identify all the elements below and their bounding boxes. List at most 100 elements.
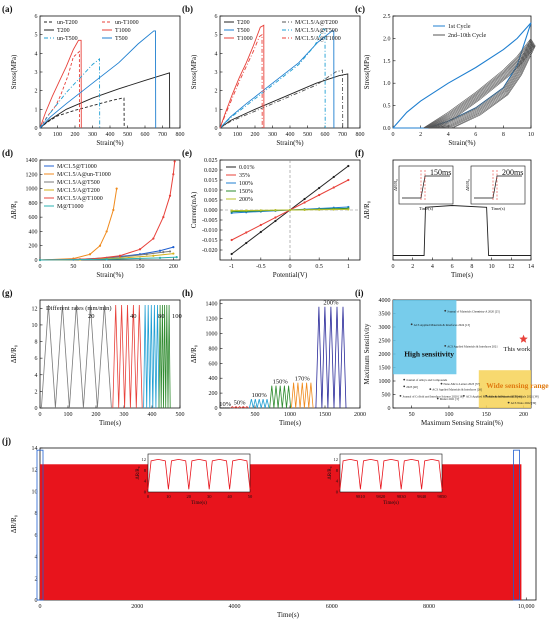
y-tick-label: 2 (35, 389, 38, 395)
series-line (219, 73, 349, 129)
data-point (98, 244, 102, 247)
data-point (274, 216, 277, 219)
data-point (88, 253, 92, 256)
y-tick-label: 3 (215, 70, 218, 76)
inset-y-label: ΔR/R₀ (465, 179, 470, 191)
series-line (39, 72, 171, 129)
cycle-n-line (425, 42, 535, 129)
data-point (158, 256, 162, 259)
y-tick-label: -0.020 (202, 248, 218, 254)
data-point (259, 223, 262, 227)
data-point (172, 246, 175, 249)
x-tick-label: 100 (53, 132, 62, 138)
y-tick-label: 1000 (379, 379, 391, 385)
reference-label: Journal of Materials Chemistry A 2020 [2… (447, 309, 500, 313)
panel-e: -1 -0.5 0 0.5 1 -0.020 -0.015 -0.010 -0.005 0.000… (182, 148, 361, 279)
inset-x-tick-label: 40 (227, 494, 232, 499)
strain-label: 200% (323, 300, 339, 307)
inset-y-tick-label: 4 (336, 479, 339, 484)
y-tick-label: 14 (32, 446, 38, 452)
inset-y-tick-label: 12 (334, 457, 339, 462)
inset-x-label: Time(s) (491, 206, 506, 211)
legend-entry: T200 (237, 20, 250, 26)
y-tick-label: 4 (35, 555, 38, 561)
rate-label: 100 (172, 313, 182, 320)
data-point (332, 175, 335, 179)
y-tick-label: 400 (29, 229, 38, 235)
y-tick-label: 2.0 (383, 36, 391, 42)
data-point (112, 208, 115, 212)
y-tick-label: 2.5 (383, 14, 391, 20)
x-tick-label: 8 (470, 264, 473, 270)
strain-label: 50% (234, 400, 247, 407)
reference-label: Matter 2021 [3] (440, 397, 459, 401)
region-label: Wide sensing range (486, 381, 549, 390)
y-tick-label: 2500 (379, 339, 391, 345)
y-tick-label: 2 (35, 576, 38, 582)
cycle-trace (158, 304, 171, 409)
data-point (115, 187, 118, 190)
reference-point (399, 394, 402, 397)
x-tick-label: 2 (411, 264, 414, 270)
reference-label: Advanced Functional Materials 2021 [38] (488, 394, 538, 398)
y-tick-label: 1 (215, 107, 218, 113)
legend-entry: 150% (239, 189, 253, 195)
series-line (219, 30, 335, 129)
y-axis-label: Stress(MPa) (363, 54, 371, 89)
reference-label: ACS Applied Materials & Interfaces 2023 … (466, 394, 522, 398)
reference-point (410, 323, 413, 326)
x-tick-label: 2000 (354, 412, 366, 418)
inset-y-tick-label: 12 (142, 457, 147, 462)
panel-label: (b) (182, 4, 193, 14)
x-axis-label: Time(s) (451, 271, 474, 279)
y-tick-label: 0 (215, 126, 218, 132)
y-tick-label: 1000 (26, 187, 38, 193)
y-axis-label: ΔR/R₀ (10, 344, 18, 363)
inset-x-tick-label: 0 (147, 494, 150, 499)
inset-x-tick-label: 9810 (356, 494, 366, 499)
legend-entry: M/C1.5/A@T1000 (295, 36, 341, 42)
inset-y-tick-label: 0 (144, 490, 147, 495)
inset-1: 0 10 20 30 40 50 0 4 8 12 Time(s) ΔR/R₀ (136, 453, 253, 506)
y-tick-label: 8 (35, 511, 38, 517)
series-line (219, 24, 265, 129)
cycle-trace (230, 405, 249, 409)
data-point (303, 197, 306, 201)
cycle-n-line (423, 38, 532, 129)
x-axis-label: Time(s) (99, 419, 122, 427)
inset-x-tick-label: 9820 (376, 494, 386, 499)
y-tick-label: 10 (32, 323, 38, 329)
cycle-trace (41, 304, 112, 409)
y-tick-label: 200 (209, 391, 218, 397)
strain-label: 150% (273, 379, 289, 386)
legend-entry: un-T1000 (115, 20, 139, 26)
inset-label: 200ms (502, 168, 523, 177)
reference-label: Journal of Alloys and Compounds (406, 378, 448, 382)
inset-y-tick-label: 8 (144, 468, 147, 473)
plot-frame (392, 159, 532, 261)
x-tick-label: 0 (39, 604, 42, 610)
x-tick-label: 400 (286, 132, 295, 138)
x-tick-label: -0.5 (256, 264, 266, 270)
x-tick-label: 0 (39, 132, 42, 138)
reference-label: Nano-Micro Letters 2023 [37] (443, 382, 479, 386)
inset-trace (402, 175, 450, 199)
x-tick-label: 2 (419, 132, 422, 138)
series-line (39, 57, 101, 129)
panel-f: 0 2 4 6 8 10 12 14 Time(s) ΔR/R₀ (f) 150ms Time(s) ΔR… (355, 148, 534, 279)
data-point (288, 208, 292, 212)
data-point (118, 254, 122, 257)
panel-h: 0 500 1000 1500 2000 0 200 400 600 800 1000 1200 140… (182, 288, 366, 427)
legend-entry: T200 (57, 28, 70, 34)
x-tick-label: 0 (289, 264, 292, 270)
y-tick-label: -0.015 (202, 238, 218, 244)
y-tick-label: 3 (35, 70, 38, 76)
cycle-n-line (424, 40, 533, 129)
x-tick-label: 300 (268, 132, 277, 138)
x-tick-label: 150 (482, 412, 491, 418)
x-tick-label: 6 (474, 132, 477, 138)
x-tick-label: 0.5 (315, 264, 323, 270)
x-tick-label: 700 (338, 132, 347, 138)
y-axis-label: Current(mA) (190, 191, 198, 228)
y-tick-label: 1400 (206, 302, 218, 308)
